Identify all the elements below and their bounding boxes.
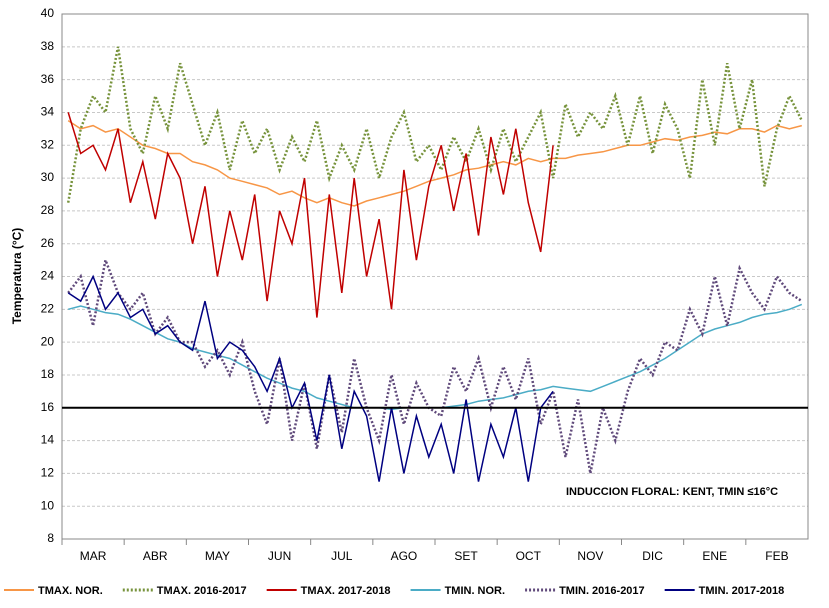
y-tick-label: 40 bbox=[41, 6, 55, 20]
x-tick-label: MAY bbox=[205, 549, 230, 563]
legend-label: TMAX. 2017-2018 bbox=[301, 585, 391, 597]
y-tick-label: 14 bbox=[41, 433, 55, 447]
series-line bbox=[67, 274, 554, 482]
legend-label: TMIN. 2017-2018 bbox=[699, 585, 785, 597]
x-tick-label: ENE bbox=[702, 549, 727, 563]
y-tick-label: 30 bbox=[41, 170, 55, 184]
legend-label: TMAX. 2016-2017 bbox=[157, 585, 247, 597]
y-tick-label: 10 bbox=[41, 498, 55, 512]
x-tick-label: NOV bbox=[577, 549, 603, 563]
y-tick-label: 24 bbox=[41, 269, 55, 283]
x-tick-label: JUL bbox=[331, 549, 353, 563]
x-tick-label: DIC bbox=[642, 549, 663, 563]
y-axis-label: Temperatura (°C) bbox=[10, 228, 24, 325]
annotation: INDUCCION FLORAL: KENT, TMIN ≤16°C bbox=[566, 486, 778, 498]
x-tick-label: JUN bbox=[268, 549, 291, 563]
x-tick-label: AGO bbox=[391, 549, 418, 563]
x-tick-label: MAR bbox=[80, 549, 107, 563]
y-tick-label: 8 bbox=[47, 531, 54, 545]
y-tick-label: 18 bbox=[41, 367, 55, 381]
y-tick-label: 36 bbox=[41, 72, 55, 86]
legend-label: TMIN. NOR. bbox=[445, 585, 506, 597]
y-tick-label: 38 bbox=[41, 39, 55, 53]
series-line bbox=[66, 46, 803, 203]
series-line bbox=[67, 255, 803, 474]
y-tick-label: 28 bbox=[41, 203, 55, 217]
y-tick-label: 22 bbox=[41, 301, 55, 315]
series-line bbox=[67, 112, 554, 318]
y-tick-label: 16 bbox=[41, 400, 55, 414]
series-line bbox=[67, 119, 802, 207]
y-tick-label: 34 bbox=[41, 105, 55, 119]
x-tick-label: OCT bbox=[516, 549, 542, 563]
legend-label: TMAX. NOR. bbox=[38, 585, 103, 597]
x-tick-label: FEB bbox=[765, 549, 788, 563]
y-tick-label: 32 bbox=[41, 137, 55, 151]
x-tick-label: SET bbox=[454, 549, 478, 563]
y-tick-label: 26 bbox=[41, 236, 55, 250]
y-tick-label: 12 bbox=[41, 466, 55, 480]
y-tick-label: 20 bbox=[41, 334, 55, 348]
x-tick-label: ABR bbox=[143, 549, 168, 563]
legend-label: TMIN. 2016-2017 bbox=[559, 585, 645, 597]
